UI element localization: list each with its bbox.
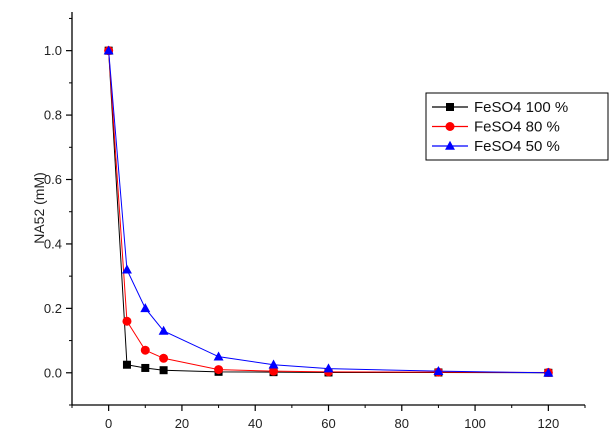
x-tick-label: 100 <box>464 416 486 431</box>
data-point <box>122 264 132 274</box>
x-tick-label: 20 <box>175 416 189 431</box>
legend-label: FeSO4 80 % <box>474 119 560 136</box>
y-tick-label: 1.0 <box>44 43 62 58</box>
data-point <box>158 325 169 335</box>
x-tick-label: 40 <box>248 416 262 431</box>
y-tick-label: 0.8 <box>44 108 62 123</box>
series-3 <box>103 45 554 377</box>
y-tick-label: 0.4 <box>44 236 62 251</box>
data-point <box>214 365 224 375</box>
x-tick-label: 80 <box>395 416 409 431</box>
series <box>103 45 554 377</box>
x-tick-label: 60 <box>321 416 335 431</box>
y-axis-label: NA52 (mM) <box>31 172 47 244</box>
data-point <box>159 366 168 375</box>
data-point <box>122 316 132 326</box>
y-tick-label: 0.0 <box>44 365 62 380</box>
data-point <box>268 359 279 369</box>
legend-marker <box>446 103 454 111</box>
data-point <box>140 303 151 313</box>
legend-label: FeSO4 50 % <box>474 138 560 155</box>
data-point <box>141 363 150 372</box>
data-point <box>543 367 554 377</box>
legend-marker <box>445 122 455 131</box>
data-point <box>103 45 114 55</box>
axes <box>71 12 585 406</box>
y-tick-label: 0.6 <box>44 172 62 187</box>
data-point <box>213 351 224 361</box>
legend-label: FeSO4 100 % <box>474 99 568 116</box>
legend-marker <box>445 140 455 150</box>
data-point <box>122 360 131 369</box>
x-tick-label: 0 <box>105 416 112 431</box>
x-tick-label: 120 <box>538 416 560 431</box>
legend: FeSO4 100 % FeSO4 80 % FeSO4 50 % <box>425 92 609 161</box>
data-point <box>159 353 169 363</box>
y-tick-label: 0.2 <box>44 301 62 316</box>
data-point <box>433 365 444 375</box>
ticks: 0 20 40 60 80 100 120 0.0 0.2 0.4 0.6 0.8 1.0 <box>44 17 586 431</box>
data-point <box>323 363 334 373</box>
data-point <box>269 366 279 376</box>
data-point <box>140 345 150 355</box>
series-2 <box>104 46 553 377</box>
